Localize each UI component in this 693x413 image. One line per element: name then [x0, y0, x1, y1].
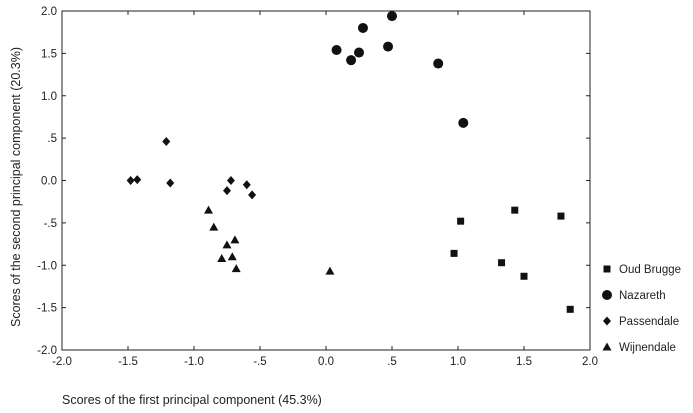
data-point-nazareth	[387, 11, 397, 22]
data-point-wijnendale	[230, 235, 240, 244]
legend-label-wijnendale: Wijnendale	[619, 342, 676, 354]
data-point-wijnendale	[209, 222, 219, 231]
y-tick-label: 2.0	[41, 6, 57, 18]
data-point-nazareth	[357, 22, 368, 33]
legend-marker-passendale	[603, 316, 611, 326]
data-point-nazareth	[458, 117, 469, 128]
x-tick-label: 0.0	[318, 356, 334, 368]
data-point-oud-brugge	[457, 217, 465, 225]
legend-label-nazareth: Nazareth	[619, 290, 666, 302]
x-tick-label: -1.5	[118, 356, 138, 368]
axes-layer: -2.0 -1.5 -1.0 -.5 0.0 .5 1.0 1.5 2.0 2.0 1.5 1.0 .5…	[37, 6, 598, 368]
y-tick-label: -1.0	[37, 260, 57, 272]
legend-marker-nazareth	[602, 290, 612, 300]
data-point-passendale	[242, 180, 251, 190]
data-point-nazareth	[346, 55, 357, 66]
legend-label-oud-brugge: Oud Brugge	[619, 264, 681, 276]
data-point-nazareth	[331, 44, 342, 55]
x-tick-label: -1.0	[184, 356, 204, 368]
data-point-nazareth	[383, 41, 394, 52]
x-axis-title: Scores of the first principal component …	[62, 393, 322, 407]
y-tick-label: .5	[47, 133, 57, 145]
data-point-passendale	[133, 175, 142, 185]
data-point-wijnendale	[231, 264, 241, 273]
data-point-wijnendale	[325, 266, 335, 275]
x-tick-label: 2.0	[582, 356, 598, 368]
legend: Oud Brugge Nazareth Passendale Wijnendale	[602, 264, 681, 354]
plot-frame	[61, 10, 591, 351]
data-point-nazareth	[433, 58, 444, 69]
data-point-oud-brugge	[511, 206, 519, 214]
data-point-passendale	[166, 178, 175, 188]
data-point-wijnendale	[227, 252, 237, 261]
x-tick-label: -.5	[253, 356, 266, 368]
data-point-wijnendale	[217, 253, 227, 262]
data-point-passendale	[248, 190, 257, 200]
y-tick-label: -2.0	[37, 345, 57, 357]
data-point-oud-brugge	[450, 249, 458, 257]
legend-marker-oud-brugge	[603, 265, 611, 273]
data-point-passendale	[126, 176, 135, 185]
y-tick-label: -.5	[44, 218, 57, 230]
data-point-passendale	[162, 137, 171, 147]
y-tick-label: 0.0	[41, 176, 57, 188]
points-layer	[126, 11, 574, 313]
data-point-oud-brugge	[520, 272, 528, 280]
data-point-passendale	[226, 176, 235, 185]
data-point-wijnendale	[222, 240, 232, 249]
data-point-oud-brugge	[557, 212, 565, 220]
legend-label-passendale: Passendale	[619, 316, 679, 328]
x-tick-label: 1.0	[450, 356, 466, 368]
data-point-oud-brugge	[498, 259, 506, 267]
data-point-nazareth	[354, 47, 364, 58]
x-tick-label: 1.5	[516, 356, 532, 368]
x-tick-label: -2.0	[52, 356, 72, 368]
x-tick-label: .5	[387, 356, 397, 368]
y-tick-label: 1.5	[41, 48, 57, 60]
y-tick-label: 1.0	[41, 91, 57, 103]
legend-marker-wijnendale	[602, 342, 612, 351]
data-point-wijnendale	[204, 205, 214, 214]
y-axis-title: Scores of the second principal component…	[9, 47, 23, 327]
data-point-oud-brugge	[566, 305, 574, 313]
y-tick-label: -1.5	[37, 303, 57, 315]
data-point-passendale	[223, 186, 231, 196]
